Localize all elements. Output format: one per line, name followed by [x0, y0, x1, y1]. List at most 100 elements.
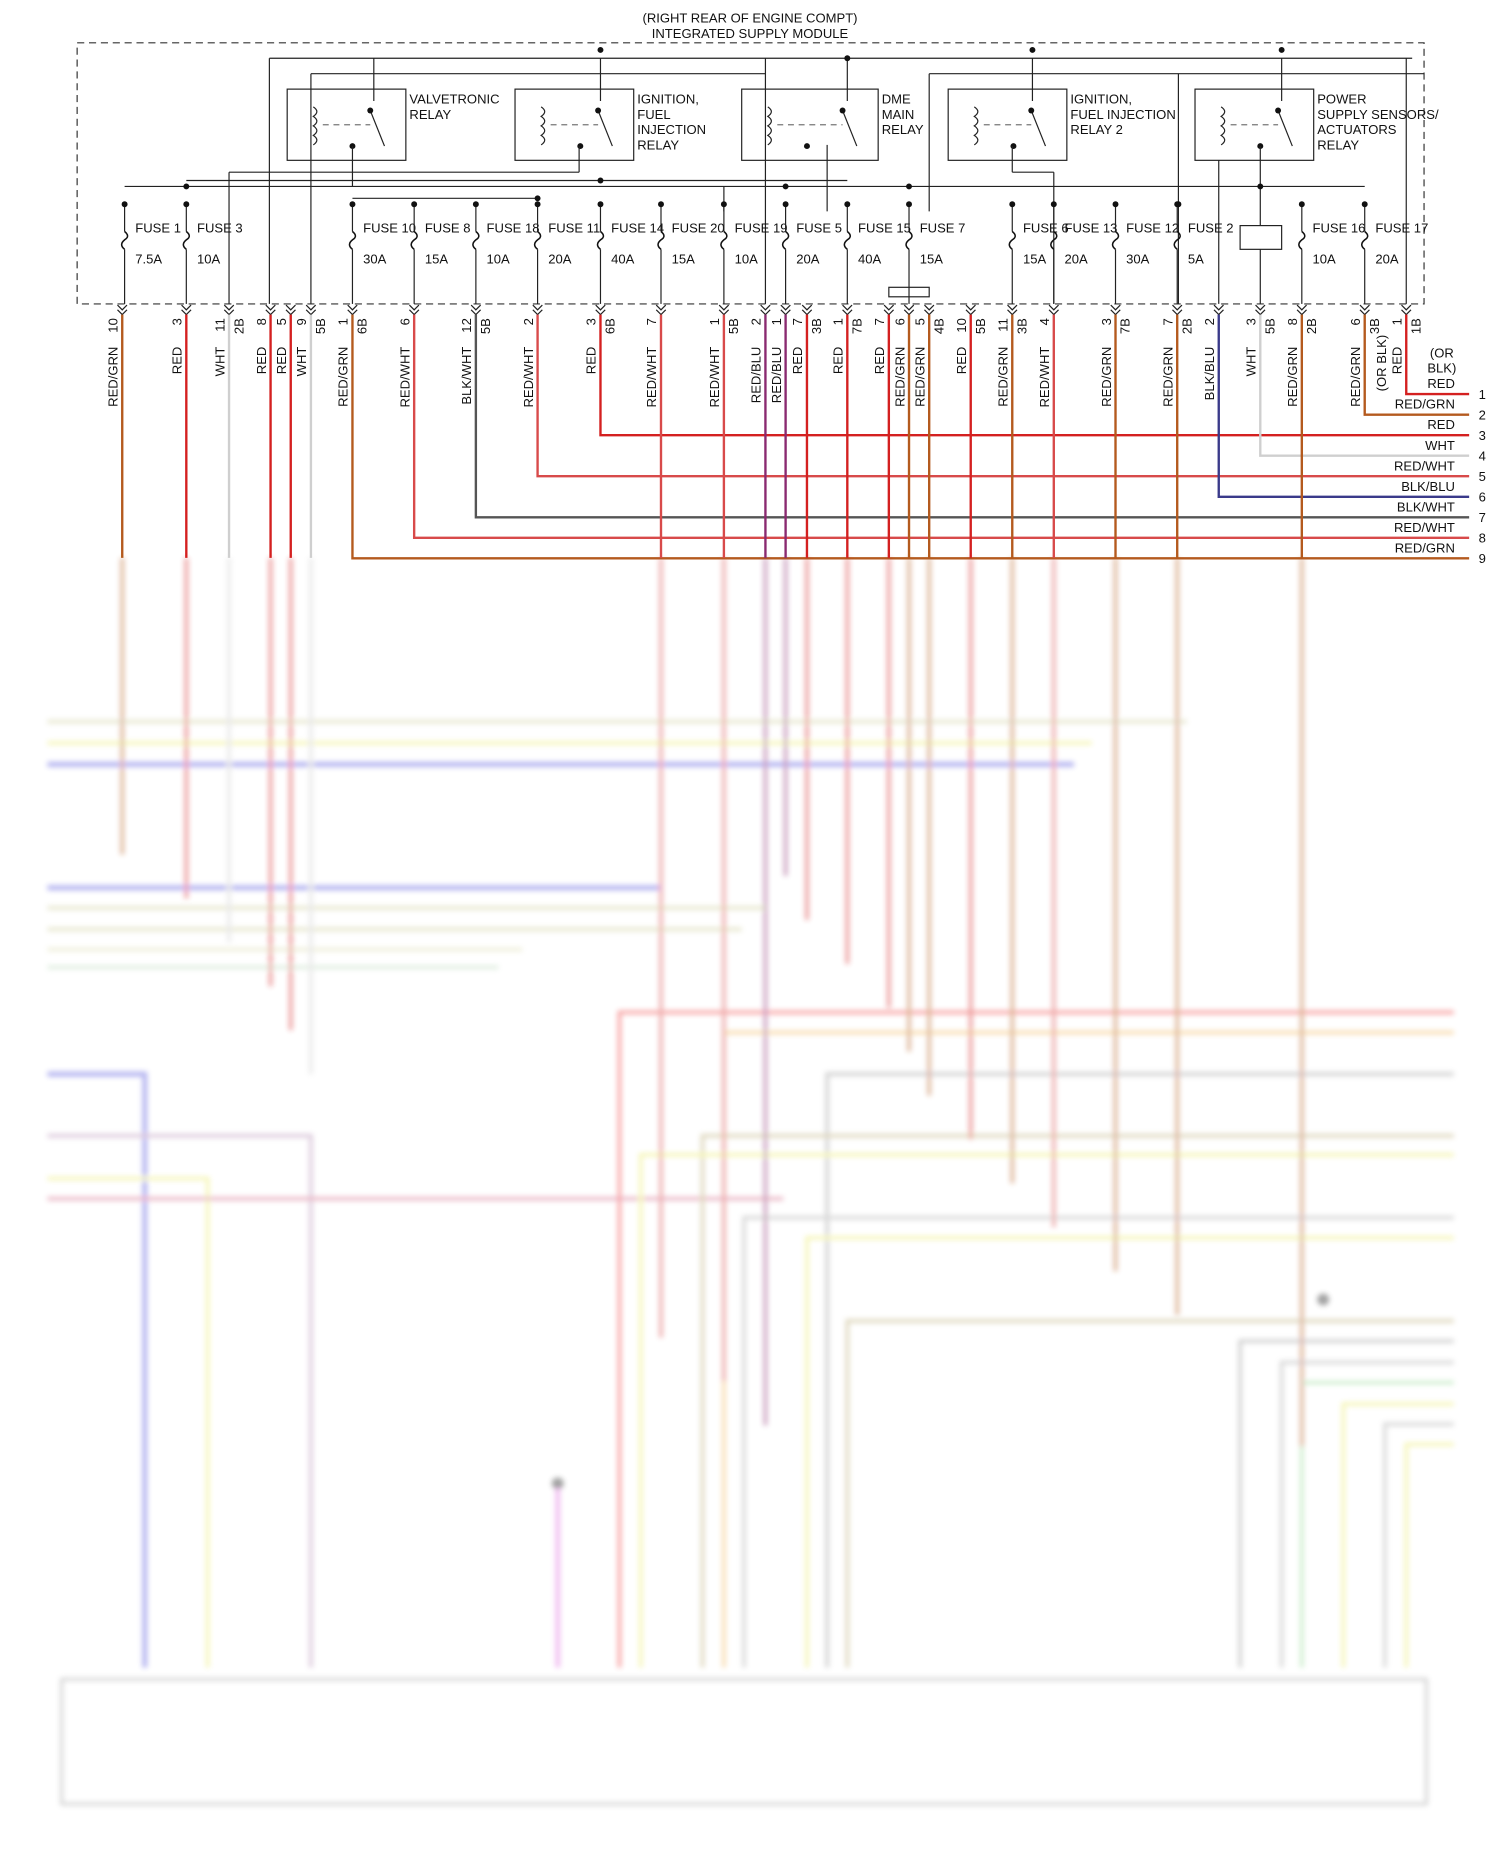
pin-number: 12	[459, 318, 474, 333]
terminal	[408, 304, 420, 316]
terminal	[655, 304, 667, 316]
fuse-symbol	[843, 230, 852, 250]
faded-wire	[47, 1176, 210, 1668]
splice-dot	[906, 183, 912, 190]
relay-contact	[803, 143, 810, 150]
wire	[1259, 314, 1470, 457]
fuse-name: FUSE 11	[548, 221, 600, 236]
terminal	[760, 304, 771, 316]
fuse-rating: 20A	[548, 252, 572, 267]
terminal	[181, 304, 192, 316]
connector-id: 5B	[973, 318, 988, 334]
fuse-rating: 20A	[1375, 252, 1399, 267]
output-number: 9	[1479, 551, 1486, 566]
faded-wire	[805, 1236, 1454, 1668]
terminal	[1359, 304, 1370, 316]
fuse-name: FUSE 19	[735, 221, 788, 236]
relay-coil	[766, 106, 772, 146]
terminal	[801, 304, 813, 316]
relay-coil	[540, 106, 546, 146]
faded-wire	[639, 1153, 1454, 1668]
fuse-dot	[472, 201, 479, 208]
wire	[536, 314, 1470, 478]
fuse-dot	[1174, 201, 1181, 208]
fuse-symbol	[905, 230, 913, 250]
wire-color: BLK/BLU	[1202, 347, 1217, 401]
fuse-name: FUSE 15	[858, 221, 911, 236]
output-color: RED/WHT	[1394, 458, 1455, 473]
faded-splice	[1317, 1293, 1330, 1306]
relay-switch	[842, 110, 858, 147]
wire-color: RED/WHT	[397, 347, 412, 408]
fuse-name: FUSE 18	[487, 221, 540, 236]
terminal	[470, 304, 482, 316]
output-color: BLK/WHT	[1397, 499, 1455, 514]
fuse-dot	[1112, 201, 1119, 208]
terminal	[903, 304, 915, 316]
wire-color: RED	[274, 347, 289, 375]
connector-id: 1B	[1408, 318, 1423, 334]
fuse-name: FUSE 1	[135, 221, 181, 236]
fuse-rating: 15A	[920, 252, 944, 267]
wire	[1217, 314, 1470, 498]
faded-wire	[1279, 1360, 1454, 1668]
output-number: 1	[1479, 387, 1486, 402]
terminal	[223, 304, 235, 316]
pin-number: 7	[872, 318, 887, 325]
splice-dot	[1278, 46, 1285, 53]
fuse-name: FUSE 12	[1126, 221, 1179, 236]
pin-number: 3	[1099, 318, 1114, 325]
relay-switch	[1030, 110, 1047, 147]
faded-wire	[1341, 1402, 1454, 1668]
relay-switch	[597, 110, 613, 147]
connector-id: 5B	[478, 318, 493, 334]
output-number: 7	[1479, 510, 1486, 525]
terminal	[842, 304, 853, 316]
wire-color: RED/GRN	[1160, 347, 1175, 407]
terminal	[595, 304, 606, 316]
relay-label: ACTUATORS	[1317, 122, 1397, 137]
fuse-symbol	[1050, 230, 1058, 250]
fuse-name: FUSE 3	[197, 221, 243, 236]
output-color: BLK/BLU	[1401, 479, 1455, 494]
fuse-dot	[906, 201, 912, 208]
terminal	[347, 304, 358, 316]
wire	[351, 314, 1470, 560]
relay-contact	[577, 143, 584, 150]
fuse-symbol	[657, 230, 665, 250]
wire-color: RED/GRN	[892, 347, 907, 407]
pin-number: 8	[1285, 318, 1300, 325]
relay-switch	[369, 110, 386, 147]
terminal	[532, 304, 543, 316]
pin-number: 5	[274, 318, 289, 325]
wire	[474, 314, 1470, 519]
fuse-symbol	[1360, 230, 1369, 250]
wire-color: RED/GRN	[1285, 347, 1300, 407]
fuse-dot	[349, 201, 356, 208]
fuse-symbol	[410, 230, 418, 250]
fuse-dot	[411, 201, 418, 208]
faded-wire	[1238, 1339, 1454, 1668]
relay-label: FUEL INJECTION	[1070, 107, 1175, 122]
relay-label: IGNITION,	[637, 91, 699, 106]
terminal	[1048, 304, 1059, 316]
relay-contact	[1028, 107, 1035, 114]
wire-color: RED/BLU	[769, 347, 784, 404]
terminal	[1296, 304, 1307, 316]
connector-id: 5B	[1263, 318, 1278, 334]
splice-dot	[597, 177, 604, 184]
terminal	[883, 304, 895, 316]
fuse-rating: 10A	[487, 252, 511, 267]
fuse-rating: 15A	[425, 252, 449, 267]
wire-color: BLK/WHT	[459, 347, 474, 405]
connector-id: 7B	[1118, 318, 1133, 334]
fuse-dot	[597, 201, 604, 208]
fuse-dot	[720, 201, 727, 208]
wire-color: RED/WHT	[1037, 347, 1052, 408]
pin-number: 10	[954, 318, 969, 333]
wire-color: RED	[170, 347, 185, 375]
pin-number: 6	[1348, 318, 1363, 325]
wire-color: RED/GRN	[336, 347, 351, 407]
fuse-dot	[534, 201, 541, 208]
wire-color: RED	[831, 347, 846, 375]
